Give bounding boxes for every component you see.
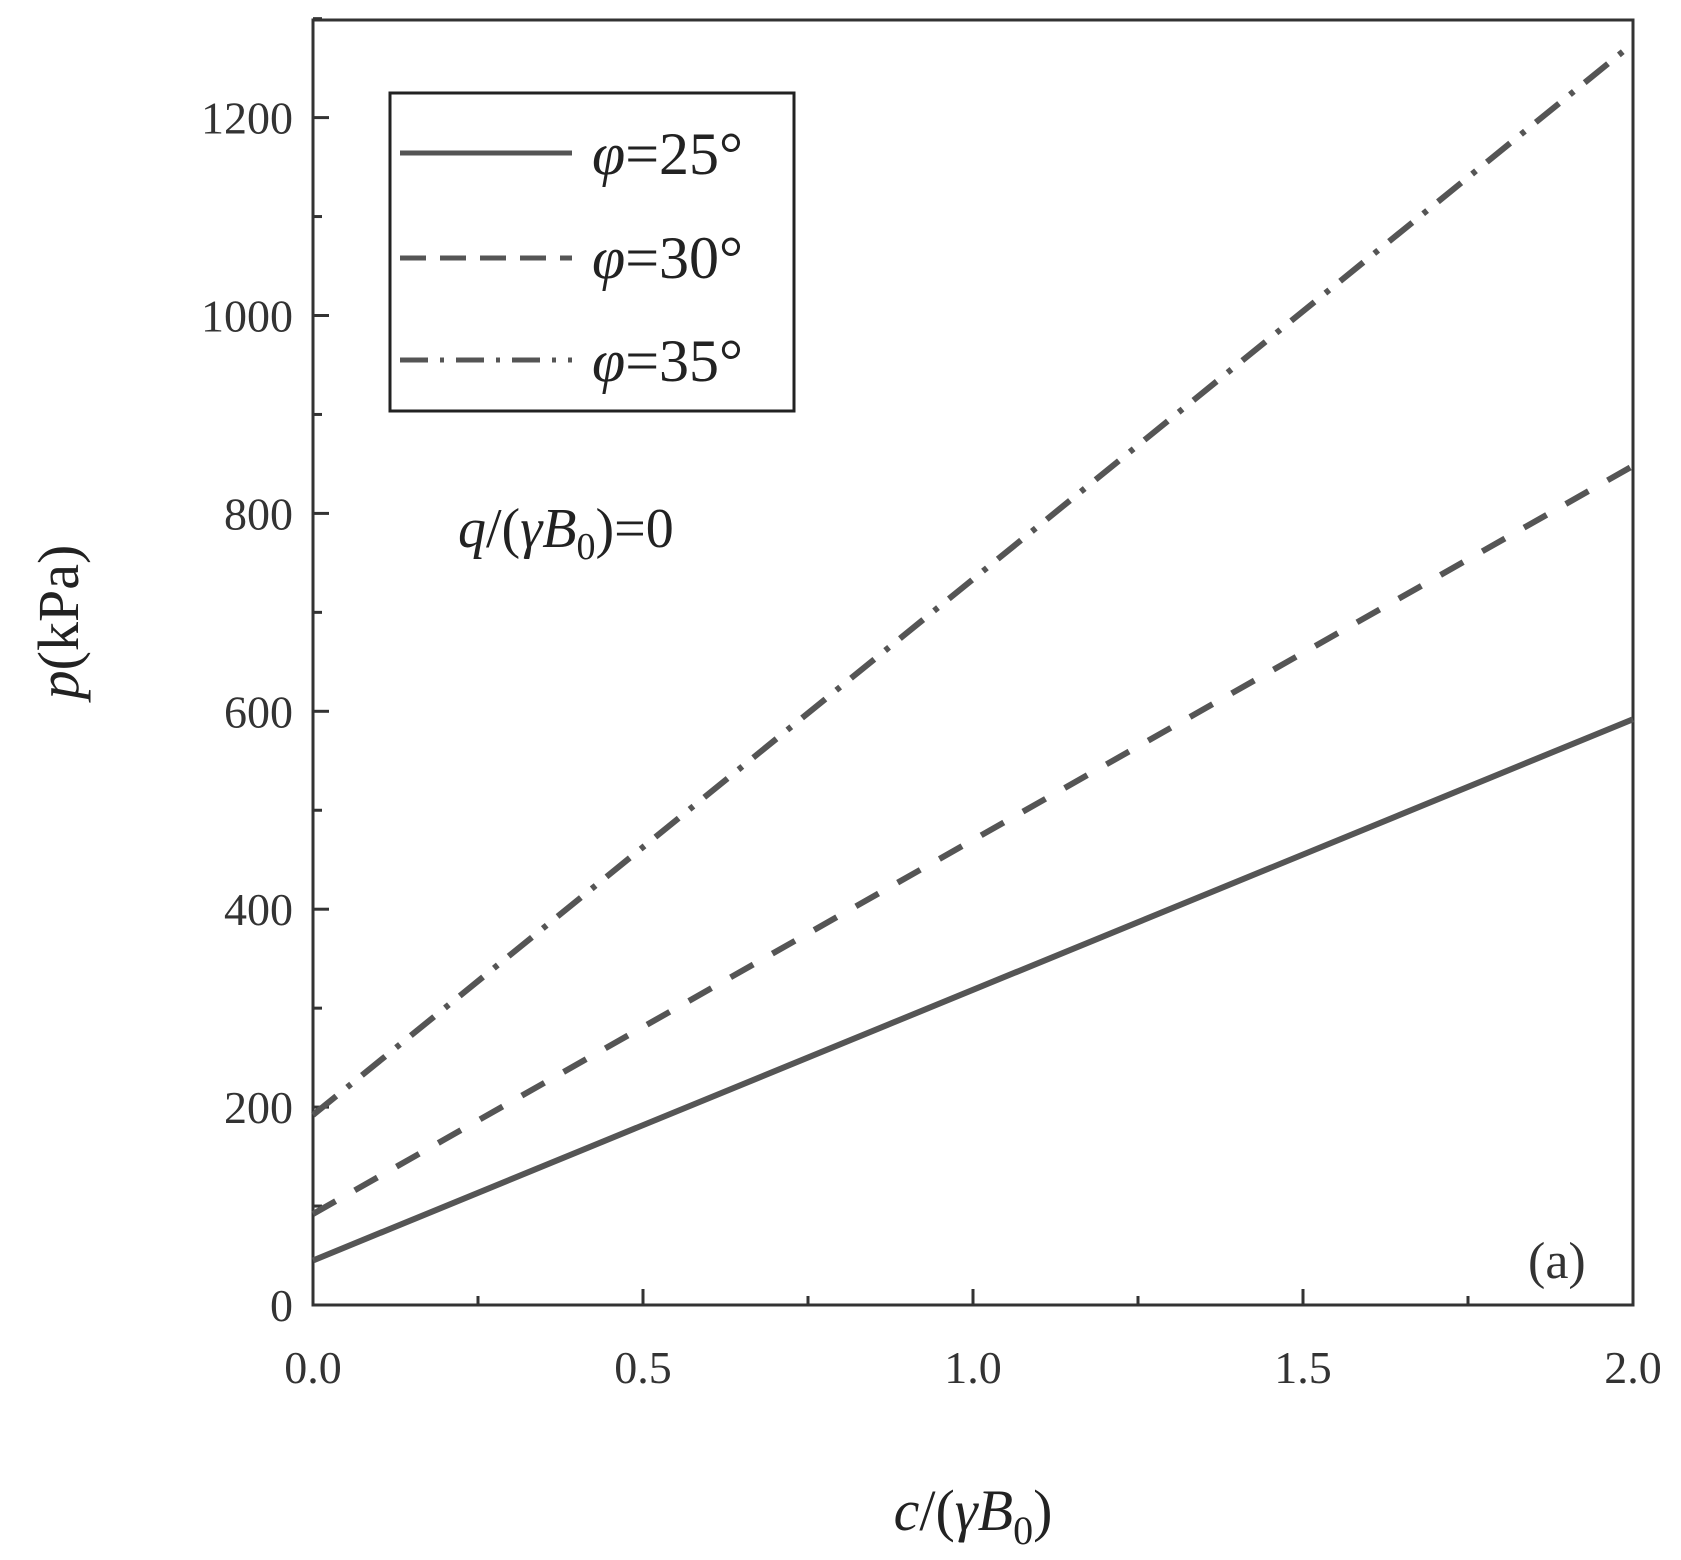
- annotation-q-ratio: q/(γB0)=0: [458, 498, 674, 568]
- x-tick-label: 1.0: [944, 1342, 1002, 1393]
- y-tick-label: 400: [224, 884, 293, 935]
- legend-label-phi35: φ=35°: [592, 328, 743, 394]
- y-axis-ticks: 0 200 400 600 800 1000 1200: [201, 17, 329, 1331]
- y-axis-title: p(kPa): [26, 545, 91, 704]
- series-line-solid: [311, 716, 1635, 1264]
- panel-label: (a): [1528, 1233, 1586, 1290]
- x-tick-label: 0.5: [614, 1342, 672, 1393]
- y-tick-label: 0: [270, 1280, 293, 1331]
- y-tick-label: 600: [224, 686, 293, 737]
- legend-label-phi25: φ=25°: [592, 121, 743, 187]
- x-tick-label: 1.5: [1274, 1342, 1332, 1393]
- series-line-dashed: [311, 463, 1635, 1217]
- y-tick-label: 1200: [201, 93, 293, 144]
- y-tick-label: 800: [224, 488, 293, 539]
- x-axis-title: c/(γB0): [894, 1478, 1053, 1553]
- legend: φ=25° φ=30° φ=35°: [388, 91, 796, 413]
- y-tick-label: 1000: [201, 291, 293, 342]
- x-axis-ticks: 0.0 0.5 1.0 1.5 2.0: [284, 1289, 1662, 1393]
- x-tick-label: 0.0: [284, 1342, 342, 1393]
- x-tick-label: 2.0: [1604, 1342, 1662, 1393]
- series-lines: [311, 41, 1635, 1264]
- legend-label-phi30: φ=30°: [592, 225, 743, 291]
- y-tick-label: 200: [224, 1082, 293, 1133]
